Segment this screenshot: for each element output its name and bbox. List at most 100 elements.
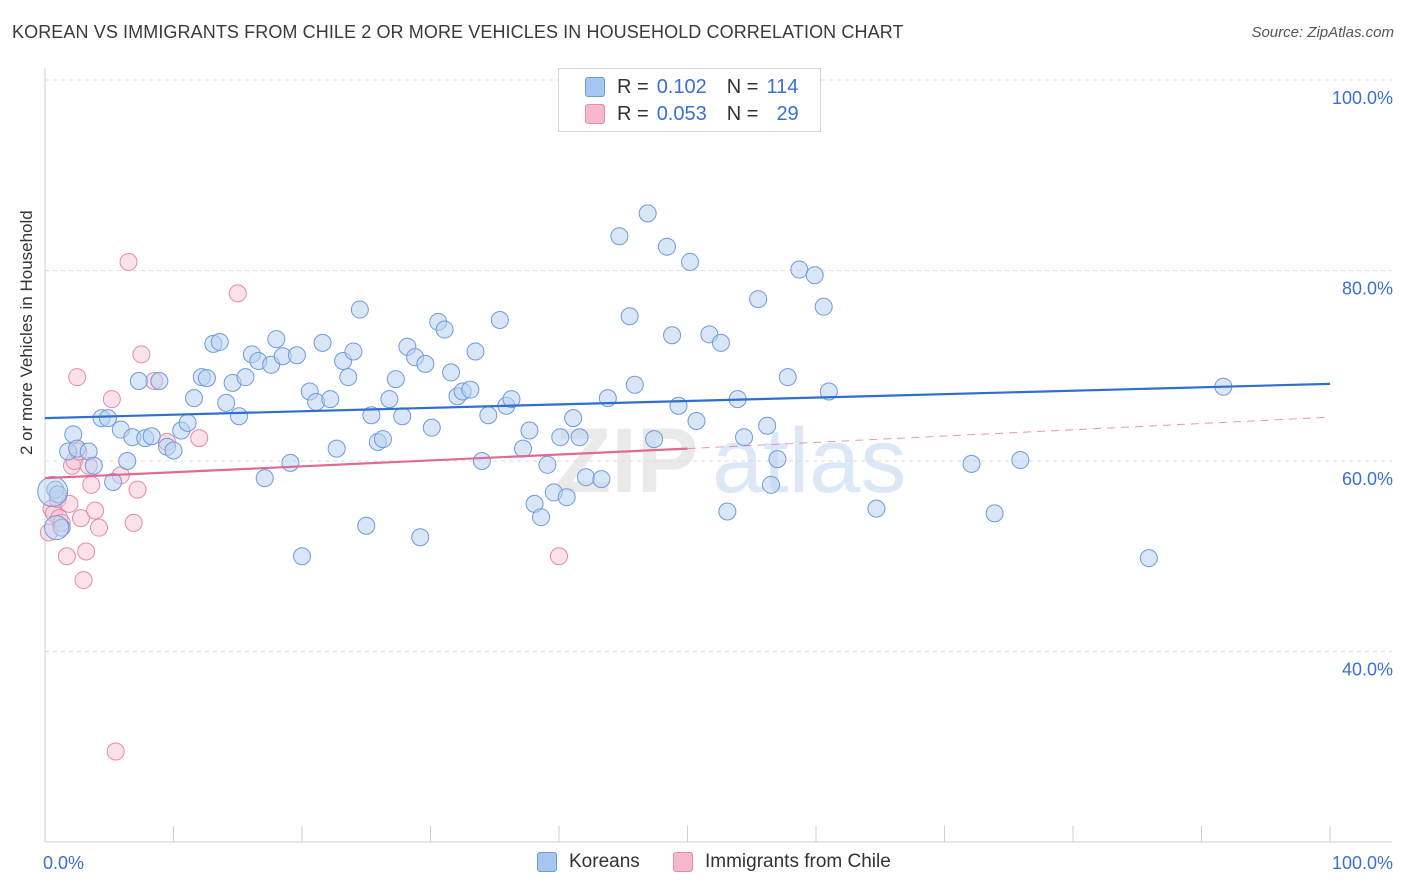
korean-point — [514, 439, 533, 458]
y-tick-label: 40.0% — [1342, 660, 1393, 680]
korean-point — [373, 430, 392, 449]
watermark-atlas: atlas — [712, 410, 906, 512]
korean-point — [620, 307, 639, 326]
korean-point — [339, 368, 358, 387]
grid-lines — [45, 79, 1392, 652]
chart-title: KOREAN VS IMMIGRANTS FROM CHILE 2 OR MOR… — [12, 22, 904, 42]
korean-point — [466, 342, 485, 361]
korean-point — [472, 452, 491, 470]
y-tick-label: 100.0% — [1332, 88, 1393, 108]
legend-n-value: 29 — [776, 102, 799, 125]
tick-labels: 100.0% 80.0% 60.0% 40.0% 0.0% 100.0% — [43, 88, 1393, 873]
legend-swatch-chile — [585, 104, 605, 124]
chile-point — [71, 509, 90, 528]
bottom-legend-label-chile: Immigrants from Chile — [705, 851, 891, 872]
chile-point — [86, 501, 105, 520]
korean-trend-line — [44, 382, 1331, 420]
bottom-legend-koreans: Koreans — [537, 851, 640, 873]
korean-point — [520, 421, 539, 440]
korean-point — [164, 441, 183, 460]
korean-point — [321, 390, 340, 409]
source-label: Source: ZipAtlas.com — [1251, 24, 1394, 41]
korean-point — [442, 363, 461, 382]
watermark-zip: ZIP — [555, 410, 698, 512]
korean-point — [142, 427, 161, 446]
korean-point — [210, 332, 229, 351]
korean-point — [435, 320, 454, 339]
chile-point — [132, 345, 151, 364]
korean-point — [313, 333, 332, 352]
korean-point — [645, 430, 664, 449]
chile-point — [190, 429, 209, 448]
y-tick-label: 60.0% — [1342, 469, 1393, 489]
korean-point — [819, 382, 838, 401]
korean-point — [104, 472, 123, 491]
bottom-legend-swatch-koreans — [537, 852, 557, 872]
korean-point — [985, 504, 1004, 523]
legend-row-chile: R = 0.053 N = 29 — [585, 102, 799, 126]
korean-point — [37, 475, 69, 507]
chile-point — [89, 518, 108, 537]
legend-r-value: 0.053 — [656, 102, 707, 125]
korean-point — [255, 469, 274, 488]
korean-point — [52, 518, 71, 537]
korean-point — [197, 369, 216, 388]
korean-point — [479, 406, 498, 425]
korean-point — [44, 515, 70, 541]
korean-point — [625, 375, 644, 394]
korean-point — [267, 330, 286, 349]
korean-point — [805, 266, 824, 285]
watermark: ZIP atlas — [555, 410, 906, 512]
y-tick-label: 80.0% — [1342, 279, 1393, 299]
korean-points — [37, 204, 1233, 568]
chile-point — [550, 547, 568, 566]
chile-trend-extension — [687, 416, 1331, 450]
chile-point — [106, 742, 125, 761]
korean-point — [84, 456, 103, 475]
chile-trend-line — [44, 447, 688, 480]
korean-point — [762, 475, 781, 494]
legend-n-label: N = — [726, 75, 759, 98]
korean-point — [281, 453, 300, 472]
chile-point — [102, 390, 121, 409]
bottom-legend-swatch-chile — [673, 852, 693, 872]
korean-point — [749, 290, 768, 309]
korean-point — [962, 454, 981, 473]
korean-point — [681, 252, 700, 271]
korean-point — [657, 237, 676, 256]
korean-point — [576, 468, 595, 487]
korean-point — [490, 311, 509, 330]
legend-n-label: N = — [726, 102, 759, 125]
legend-r-label: R = — [617, 102, 649, 125]
korean-point — [867, 499, 886, 518]
korean-point — [570, 428, 589, 447]
korean-point — [778, 368, 797, 387]
chile-points — [39, 252, 568, 761]
korean-point — [502, 390, 521, 409]
korean-point — [610, 227, 629, 246]
korean-point — [532, 508, 551, 527]
bottom-legend-label-koreans: Koreans — [569, 851, 640, 872]
korean-point — [814, 297, 833, 316]
korean-point — [185, 389, 204, 408]
korean-point — [592, 470, 611, 489]
legend-box: R = 0.102 N = 114 R = 0.053 N = 29 — [558, 68, 821, 132]
korean-point — [1139, 549, 1158, 568]
y-axis-label: 2 or more Vehicles in Household — [17, 210, 36, 455]
chile-point — [119, 252, 138, 271]
legend-swatch-koreans — [585, 77, 605, 97]
korean-point — [718, 502, 737, 521]
trend-lines — [44, 382, 1331, 480]
legend-r-label: R = — [617, 75, 649, 98]
korean-point — [557, 488, 576, 507]
korean-point — [768, 450, 787, 469]
korean-point — [230, 407, 249, 426]
korean-point — [293, 547, 311, 566]
chile-point — [74, 571, 93, 590]
korean-point — [538, 455, 557, 474]
legend-row-koreans: R = 0.102 N = 114 — [585, 75, 798, 99]
legend-r-value: 0.102 — [656, 75, 707, 98]
korean-point — [287, 346, 306, 365]
chile-point — [82, 475, 101, 494]
